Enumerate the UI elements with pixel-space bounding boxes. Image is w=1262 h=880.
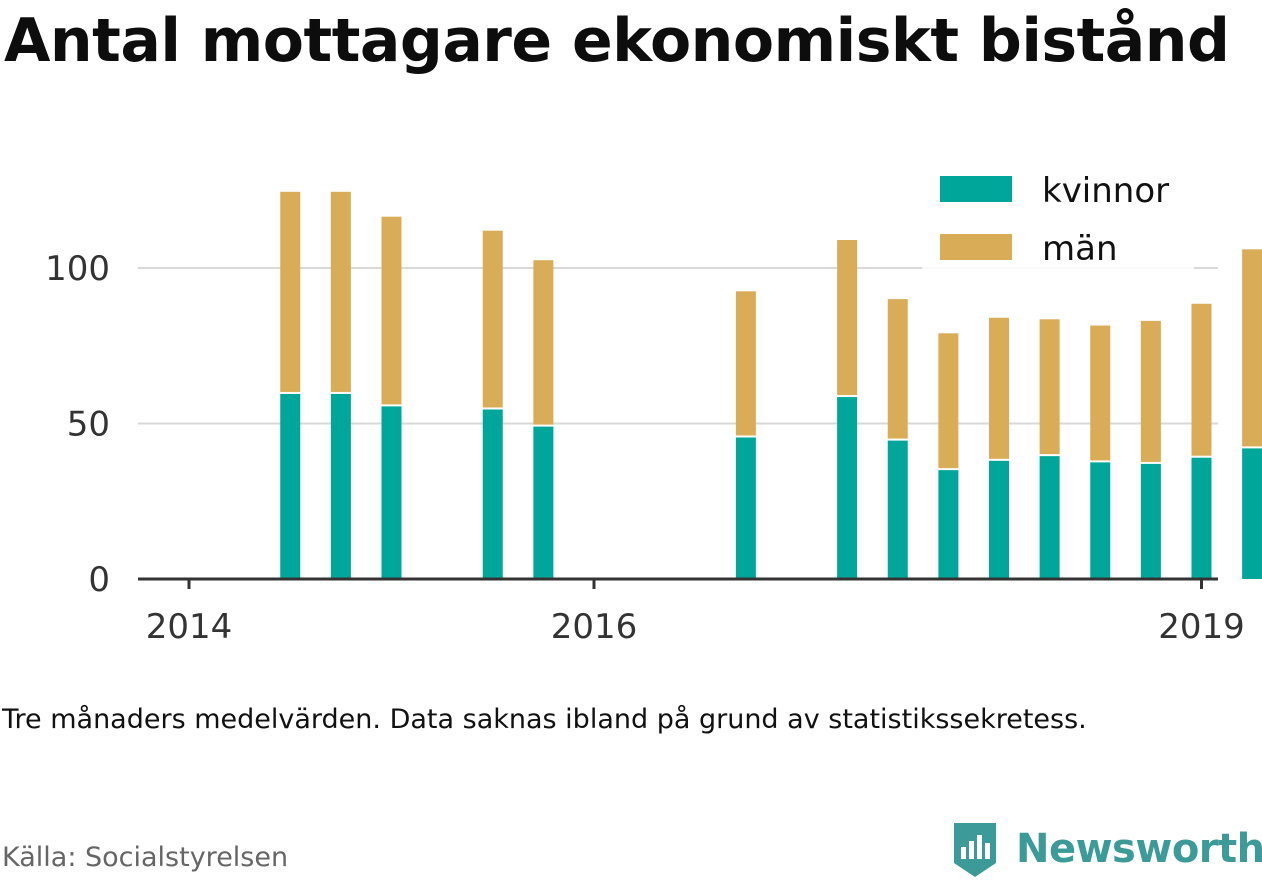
axes: 05010020142016201920212023 [45, 249, 1245, 647]
legend-label-kvinnor: kvinnor [1042, 171, 1169, 211]
bar-man [330, 191, 351, 392]
bar-kvinnor [938, 470, 959, 579]
bar-man [989, 317, 1009, 459]
bar-man [1242, 249, 1262, 447]
bar-man [837, 240, 858, 396]
bar-kvinnor [837, 397, 858, 579]
bar-man [482, 230, 503, 408]
y-tick-label: 50 [67, 405, 110, 445]
x-tick-label: 2016 [551, 607, 638, 647]
bar-kvinnor [381, 406, 402, 579]
bar-man [1191, 303, 1212, 456]
legend: kvinnor män [922, 168, 1194, 270]
y-tick-label: 100 [45, 249, 110, 289]
bar-kvinnor [533, 426, 554, 579]
chart-note: Tre månaders medelvärden. Data saknas ib… [2, 704, 1087, 735]
bar-man [735, 291, 756, 436]
bar-man [381, 216, 402, 405]
brand-name: Newsworthy [1016, 826, 1262, 872]
bar-kvinnor [1140, 463, 1161, 579]
newsworthy-logo-icon [954, 823, 996, 877]
bar-kvinnor [735, 437, 756, 579]
bar-man [938, 333, 959, 469]
bar-man [533, 260, 554, 425]
bar-man [1090, 325, 1111, 461]
bar-kvinnor [482, 409, 503, 579]
source-label: Källa: Socialstyrelsen [2, 842, 289, 873]
bar-kvinnor [1039, 456, 1060, 579]
x-tick-label: 2019 [1158, 607, 1245, 647]
y-tick-label: 0 [88, 560, 110, 600]
bar-kvinnor [1242, 448, 1262, 579]
bar-kvinnor [1090, 462, 1111, 579]
bar-kvinnor [330, 393, 351, 579]
legend-swatch-kvinnor [940, 176, 1012, 202]
bar-kvinnor [280, 393, 301, 579]
newsworthy-logo: Newsworthy [950, 818, 1262, 880]
bar-kvinnor [989, 460, 1009, 579]
bar-kvinnor [887, 440, 908, 579]
legend-label-man: män [1042, 229, 1118, 269]
bar-man [887, 299, 908, 439]
x-tick-label: 2014 [146, 607, 233, 647]
bar-man [280, 191, 301, 392]
bar-man [1039, 319, 1060, 455]
legend-swatch-man [940, 234, 1012, 260]
bars [280, 191, 1262, 579]
bar-kvinnor [1191, 457, 1212, 579]
bar-man [1140, 320, 1161, 462]
chart-title: Antal mottagare ekonomiskt bistånd [4, 6, 1230, 76]
